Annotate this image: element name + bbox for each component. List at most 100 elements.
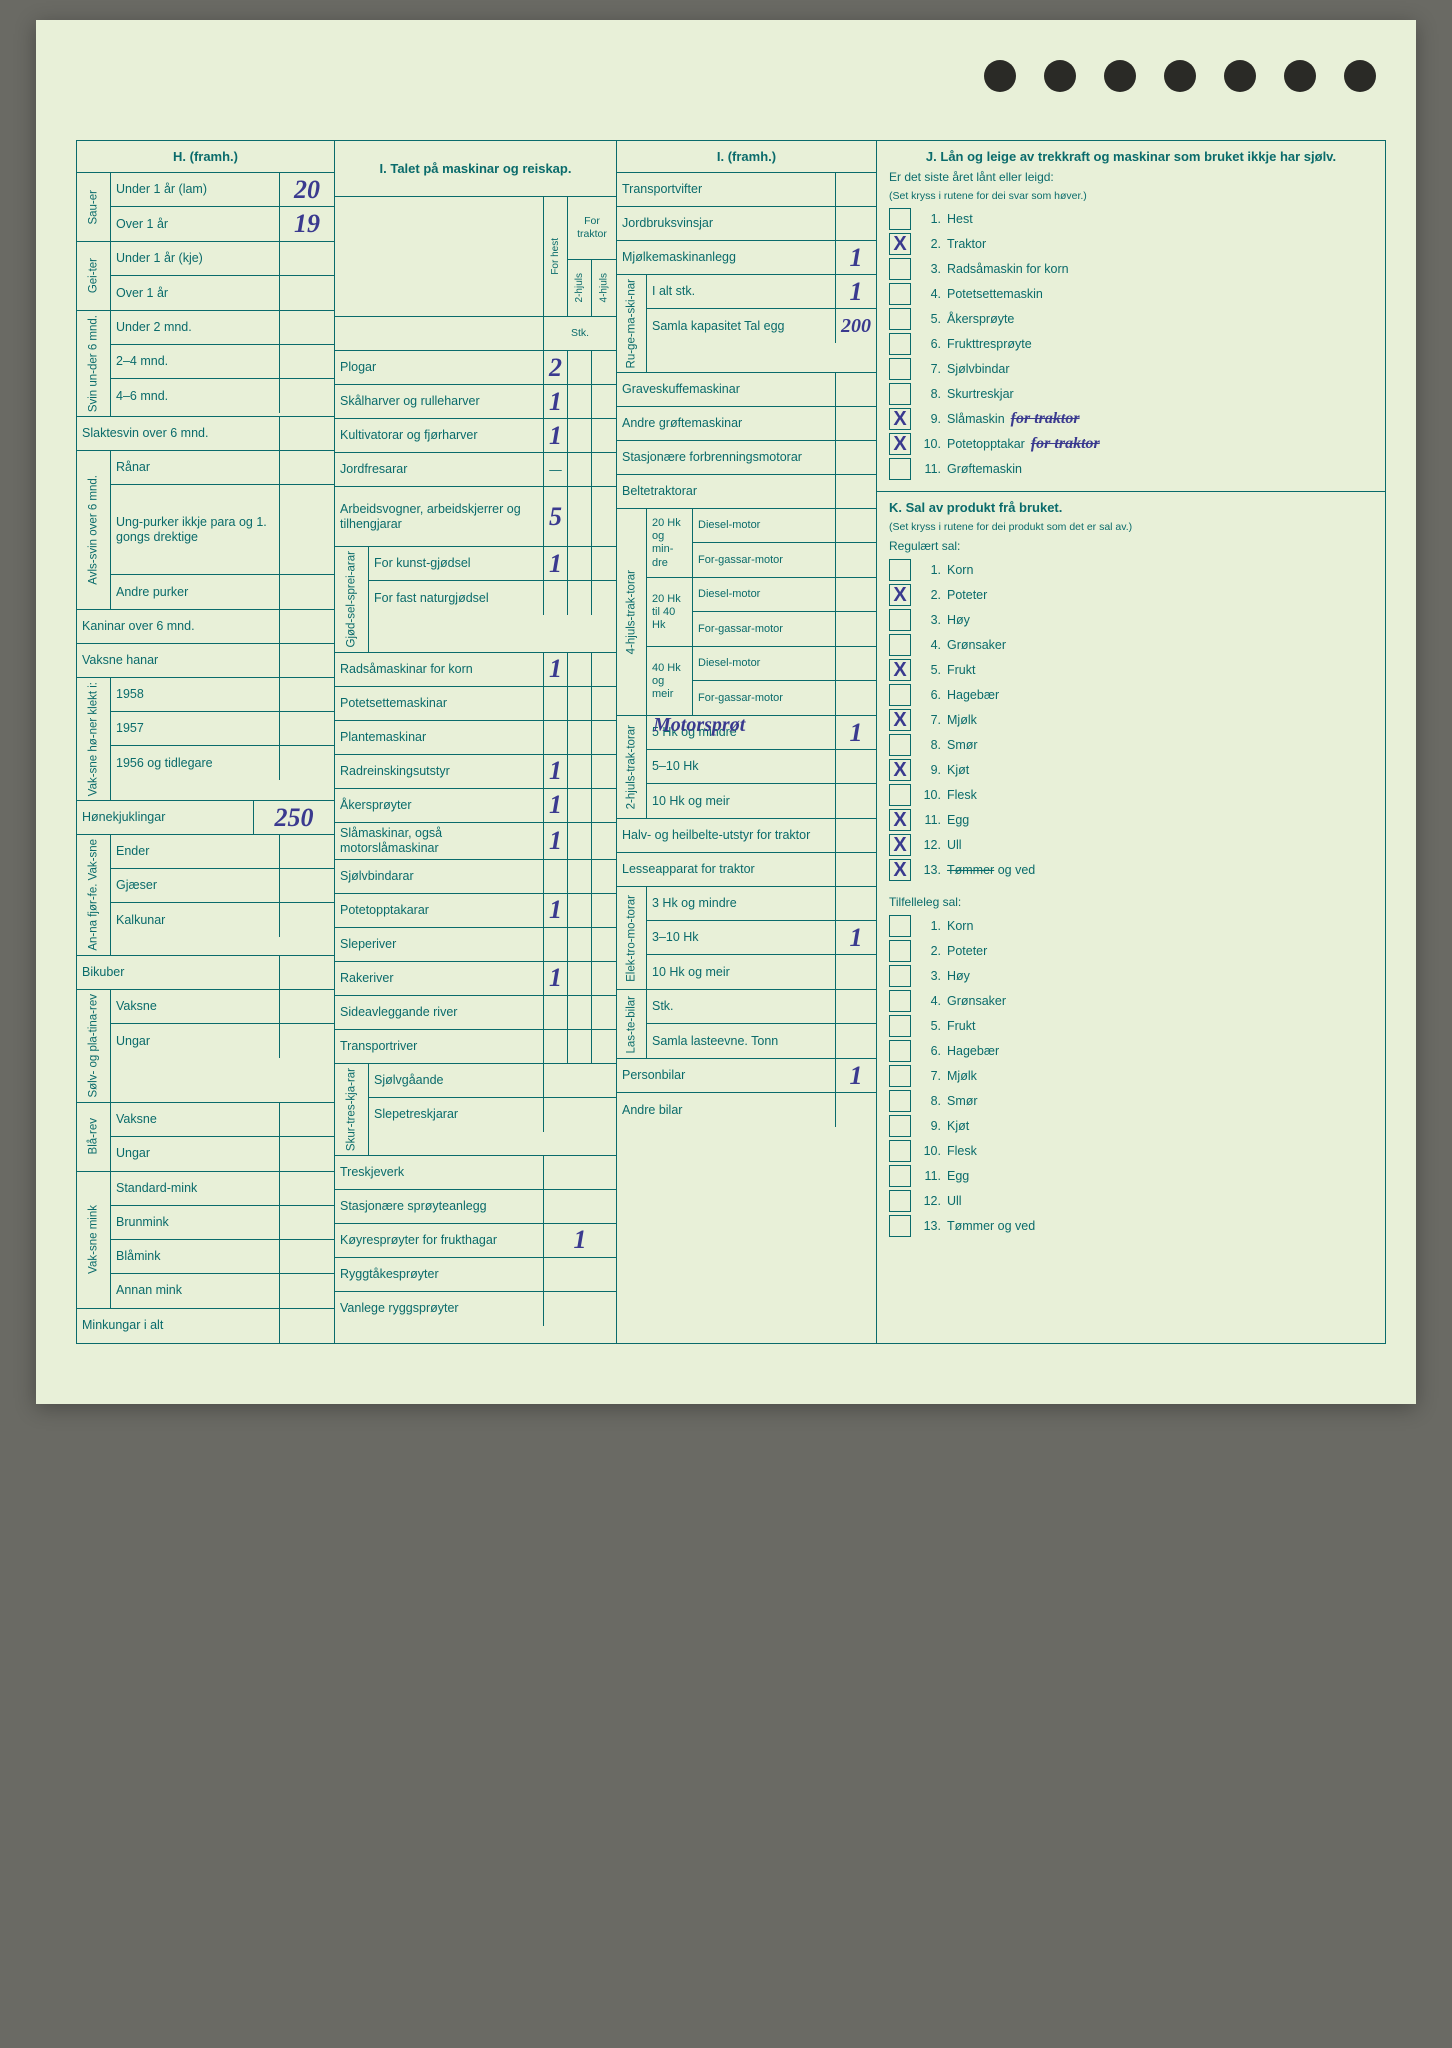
label: 2–4 mnd. — [111, 345, 280, 378]
forgassar-label: For-gassar-motor — [693, 543, 836, 577]
2hjuls-label: 2-hjuls-trak-torar — [617, 716, 647, 818]
value — [280, 746, 334, 780]
value: 200 — [836, 309, 876, 343]
checkbox-icon — [889, 990, 911, 1012]
checklist-item: X2.Traktor — [889, 233, 1373, 255]
scanned-page: H. (framh.) Sau-er Under 1 år (lam)20 Ov… — [36, 20, 1416, 1404]
label: Radsåmaskinar for korn — [335, 653, 544, 686]
col-4hjuls: 4-hjuls — [592, 260, 616, 316]
diesel-label: Diesel-motor — [693, 647, 836, 680]
checkbox-icon — [889, 684, 911, 706]
checklist-item: X2.Poteter — [889, 584, 1373, 606]
value: 1 — [544, 547, 568, 580]
item-label: Grøftemaskin — [947, 462, 1022, 476]
label: Kaninar over 6 mnd. — [77, 610, 280, 643]
checkbox-icon — [889, 940, 911, 962]
label: Vanlege ryggsprøyter — [335, 1292, 544, 1326]
item-number: 8. — [919, 1094, 941, 1108]
item-number: 9. — [919, 1119, 941, 1133]
label: Bikuber — [77, 956, 280, 989]
label: Transportriver — [335, 1030, 544, 1063]
svin-label: Svin un-der 6 mnd. — [77, 311, 111, 416]
hole-icon — [1104, 60, 1136, 92]
label: 10 Hk og meir — [647, 955, 836, 989]
checklist-item: 7.Mjølk — [889, 1065, 1373, 1087]
item-number: 3. — [919, 262, 941, 276]
value — [280, 417, 334, 450]
checkbox-icon — [889, 283, 911, 305]
value — [280, 835, 334, 868]
hand-note: Motorsprøt — [653, 714, 745, 737]
item-label: Sjølvbindar — [947, 362, 1010, 376]
label: Skålharver og rulleharver — [335, 385, 544, 418]
checklist-item: 2.Poteter — [889, 940, 1373, 962]
item-label: Flesk — [947, 1144, 977, 1158]
value — [280, 869, 334, 902]
label: Ender — [111, 835, 280, 868]
label: Vaksne hanar — [77, 644, 280, 677]
label: Standard-mink — [111, 1172, 280, 1205]
label: Ungar — [111, 1024, 280, 1058]
checklist-item: 8.Skurtreskjar — [889, 383, 1373, 405]
item-label: Tømmer og ved — [947, 1219, 1035, 1233]
item-number: 2. — [919, 944, 941, 958]
label: Sleperiver — [335, 928, 544, 961]
label: Andre purker — [111, 575, 280, 609]
avlssvin-label: Avls-svin over 6 mnd. — [77, 451, 111, 609]
item-number: 13. — [919, 863, 941, 877]
checklist-item: 4.Grønsaker — [889, 634, 1373, 656]
item-label: Høy — [947, 969, 970, 983]
checklist-item: 9.Kjøt — [889, 1115, 1373, 1137]
label: Arbeidsvogner, arbeidskjerrer og tilheng… — [335, 487, 544, 546]
value — [280, 485, 334, 574]
label: Ryggtåkesprøyter — [335, 1258, 544, 1291]
value: 1 — [836, 1059, 876, 1092]
label: Vaksne — [111, 990, 280, 1023]
item-label: Korn — [947, 563, 973, 577]
label: Andre bilar — [617, 1093, 836, 1127]
item-label: Hagebær — [947, 1044, 999, 1058]
label: Sjølvbindarar — [335, 860, 544, 893]
label: Graveskuffemaskinar — [617, 373, 836, 406]
skurtresk-label: Skur-tres-kja-rar — [335, 1064, 369, 1155]
item-number: 10. — [919, 788, 941, 802]
item-label: Åkersprøyte — [947, 312, 1014, 326]
label: Plantemaskinar — [335, 721, 544, 754]
item-number: 12. — [919, 838, 941, 852]
checkbox-icon — [889, 358, 911, 380]
item-label: Egg — [947, 1169, 969, 1183]
item-number: 5. — [919, 1019, 941, 1033]
checklist-item: 5.Frukt — [889, 1015, 1373, 1037]
value: 20 — [280, 173, 334, 206]
item-label: Mjølk — [947, 713, 977, 727]
label: Sjølvgåande — [369, 1064, 544, 1097]
value — [280, 678, 334, 711]
value — [836, 612, 876, 646]
checklist-item: X7.Mjølk — [889, 709, 1373, 731]
section-j-title: J. Lån og leige av trekkraft og maskinar… — [889, 149, 1373, 164]
checklist-item: 12.Ull — [889, 1190, 1373, 1212]
checklist-item: 4.Potetsettemaskin — [889, 283, 1373, 305]
section-j-subtitle: Er det siste året lånt eller leigd: — [889, 170, 1373, 184]
label: Slepetreskjarar — [369, 1098, 544, 1132]
item-number: 5. — [919, 312, 941, 326]
label: Slaktesvin over 6 mnd. — [77, 417, 280, 450]
label: Under 1 år (lam) — [111, 173, 280, 206]
value: 1 — [836, 716, 876, 749]
checkbox-icon — [889, 383, 911, 405]
label: Beltetraktorar — [617, 475, 836, 508]
item-number: 10. — [919, 437, 941, 451]
checkbox-icon — [889, 208, 911, 230]
checklist-item: 3.Høy — [889, 965, 1373, 987]
value: 2 — [544, 351, 568, 384]
elektro-label: Elek-tro-mo-torar — [617, 887, 647, 989]
checklist-item: 8.Smør — [889, 734, 1373, 756]
forgassar-label: For-gassar-motor — [693, 612, 836, 646]
value — [280, 1206, 334, 1239]
hand-strike-note: for traktor — [1031, 435, 1100, 453]
checkbox-icon — [889, 784, 911, 806]
checkbox-icon: X — [889, 584, 911, 606]
checklist-item: 3.Høy — [889, 609, 1373, 631]
label: 10 Hk og meir — [647, 784, 836, 818]
value: 1 — [544, 653, 568, 686]
